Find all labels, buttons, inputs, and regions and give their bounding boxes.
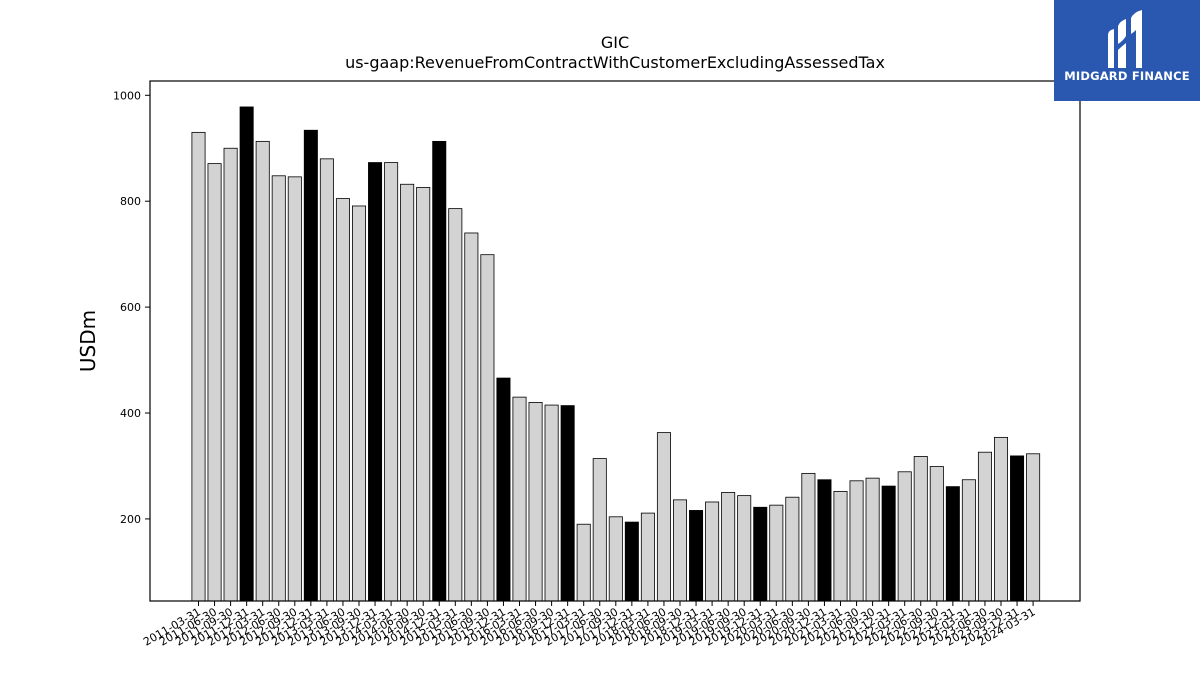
logo-text: MIDGARD FINANCE xyxy=(1064,69,1190,83)
bar-2013-06-30 xyxy=(335,198,350,602)
y-tick-label: 200 xyxy=(120,513,141,526)
bar-2011-03-31 xyxy=(191,131,206,602)
bar-2013-09-30 xyxy=(351,205,366,602)
bar-2017-09-30 xyxy=(608,516,623,602)
bar-2014-03-31 xyxy=(384,162,399,602)
bar-2013-12-31 xyxy=(368,162,383,602)
y-tick-label: 600 xyxy=(120,301,141,314)
bar-2019-12-31 xyxy=(753,506,768,602)
bar-2023-12-31 xyxy=(1010,455,1025,602)
bar-2021-03-31 xyxy=(833,490,848,602)
logo-background xyxy=(1054,0,1200,101)
bar-2020-09-30 xyxy=(801,472,816,602)
bar-2011-12-31 xyxy=(239,106,254,602)
bar-2012-06-30 xyxy=(271,175,286,602)
bar-2020-03-31 xyxy=(769,504,784,602)
bar-2021-09-30 xyxy=(865,477,880,602)
bar-2020-06-30 xyxy=(785,496,800,602)
bar-2018-09-30 xyxy=(673,499,688,602)
bar-2019-03-31 xyxy=(705,501,720,602)
bar-2012-09-30 xyxy=(287,176,302,602)
bar-2017-03-31 xyxy=(576,523,591,602)
bar-2018-06-30 xyxy=(656,432,671,602)
bar-2014-06-30 xyxy=(400,183,415,602)
bar-2021-12-31 xyxy=(881,485,896,602)
y-tick-label: 800 xyxy=(120,195,141,208)
bar-2023-03-31 xyxy=(961,479,976,602)
bar-2019-06-30 xyxy=(721,492,736,602)
bar-2014-12-31 xyxy=(432,140,447,602)
bar-2017-12-31 xyxy=(624,521,639,602)
bar-2016-06-30 xyxy=(528,402,543,602)
midgard-logo: MIDGARD FINANCE xyxy=(1054,0,1200,101)
chart-subtitle: us-gaap:RevenueFromContractWithCustomerE… xyxy=(345,53,885,72)
bar-2012-12-31 xyxy=(303,129,318,602)
bar-2015-06-30 xyxy=(464,232,479,602)
logo-mark-mid xyxy=(1118,19,1126,68)
midgard-logo-icon xyxy=(1054,0,1200,101)
bar-2015-09-30 xyxy=(480,254,495,602)
plot-frame xyxy=(149,80,1081,602)
bar-2011-06-30 xyxy=(207,163,222,602)
bar-2015-03-31 xyxy=(448,208,463,602)
bar-2011-09-30 xyxy=(223,147,238,602)
bar-2015-12-31 xyxy=(496,377,511,602)
bar-2023-09-30 xyxy=(994,436,1009,602)
bar-2019-09-30 xyxy=(737,495,752,602)
bar-2016-12-31 xyxy=(560,405,575,602)
y-axis-label: USDm xyxy=(76,310,100,372)
bar-2013-03-31 xyxy=(319,158,334,602)
y-tick-label: 400 xyxy=(120,407,141,420)
bar-2023-06-30 xyxy=(977,451,992,602)
bar-2022-09-30 xyxy=(929,466,944,602)
y-tick-label: 1000 xyxy=(113,89,141,102)
bar-2022-03-31 xyxy=(897,471,912,602)
bar-2024-03-31 xyxy=(1026,453,1041,602)
bars-group xyxy=(191,106,1041,602)
bar-2016-09-30 xyxy=(544,404,559,602)
chart-title: GIC xyxy=(601,33,629,52)
logo-mark-right xyxy=(1131,10,1142,68)
bar-2018-03-31 xyxy=(640,512,655,602)
bar-2022-12-31 xyxy=(945,486,960,602)
bar-2016-03-31 xyxy=(512,396,527,602)
bar-2014-09-30 xyxy=(416,187,431,602)
bar-2021-06-30 xyxy=(849,480,864,602)
bar-2012-03-31 xyxy=(255,140,270,602)
bar-2018-12-31 xyxy=(689,510,704,602)
bar-2020-12-31 xyxy=(817,479,832,602)
logo-mark-left xyxy=(1108,29,1114,68)
x-axis-ticks: 2011-03-312011-06-302011-09-302011-12-31… xyxy=(141,601,1038,649)
bar-2022-06-30 xyxy=(913,456,928,602)
bar-2017-06-30 xyxy=(592,458,607,602)
y-axis-ticks: 200 400 600 800 1000 xyxy=(113,89,150,526)
